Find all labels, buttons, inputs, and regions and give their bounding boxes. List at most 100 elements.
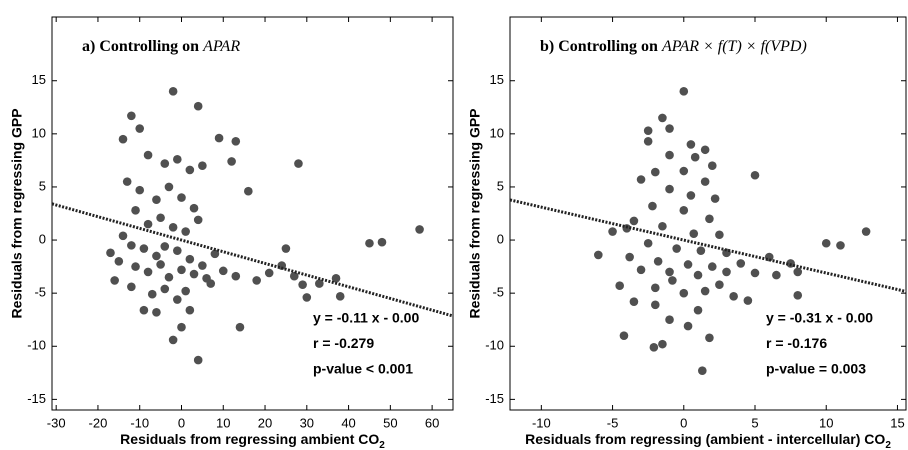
point: [650, 283, 660, 293]
x-label-sub: 2: [379, 440, 385, 450]
point: [693, 270, 703, 280]
point: [636, 265, 646, 275]
point: [365, 238, 374, 248]
point: [164, 182, 174, 192]
point: [335, 292, 345, 301]
point: [127, 282, 136, 292]
x-label-sub: 2: [885, 440, 891, 450]
point: [700, 145, 710, 155]
point: [650, 300, 660, 310]
x-tick-label: 40: [341, 415, 355, 430]
point: [164, 272, 174, 282]
point: [665, 184, 674, 194]
x-axis-label: Residuals from regressing (ambient - int…: [525, 431, 891, 450]
point: [710, 194, 720, 203]
point: [707, 262, 717, 271]
point: [679, 166, 689, 176]
annotation: p-value < 0.001: [313, 361, 413, 377]
panel-title: a) Controlling on APAR: [82, 38, 240, 55]
point: [281, 244, 291, 253]
point: [683, 260, 693, 269]
point: [643, 238, 653, 248]
point: [658, 221, 667, 231]
point: [700, 177, 710, 186]
y-tick-label: -5: [492, 285, 504, 300]
point: [235, 322, 245, 332]
point: [729, 292, 738, 301]
point: [679, 288, 689, 298]
annotation: p-value = 0.003: [766, 361, 866, 377]
y-tick-label: -5: [34, 285, 46, 300]
point: [658, 339, 667, 349]
point: [705, 214, 714, 224]
point: [658, 113, 667, 123]
y-tick-label: 0: [497, 231, 504, 246]
point: [619, 331, 629, 340]
point: [177, 193, 186, 202]
point: [653, 256, 663, 266]
point: [636, 175, 646, 184]
point: [315, 279, 324, 288]
point: [736, 259, 746, 268]
y-tick-label: 10: [32, 125, 46, 140]
point: [147, 289, 157, 299]
point: [181, 286, 190, 296]
point: [152, 307, 161, 317]
title-math: APAR: [202, 38, 240, 55]
point: [690, 152, 700, 162]
point: [185, 254, 195, 264]
y-axis-label: Residuals from regressing GPP: [467, 108, 483, 318]
plot-area: [509, 16, 907, 411]
point: [643, 136, 653, 146]
point: [722, 267, 731, 277]
annotation: y = -0.11 x - 0.00: [313, 310, 419, 326]
point: [772, 270, 781, 280]
point: [650, 167, 660, 177]
point: [160, 284, 170, 294]
title-math: APAR × f(T) × f(VPD): [661, 38, 807, 55]
point: [793, 267, 803, 277]
x-tick-label: 20: [258, 415, 272, 430]
point: [608, 227, 617, 236]
point: [106, 248, 115, 258]
point: [206, 279, 216, 288]
point: [173, 246, 182, 255]
point: [861, 227, 871, 236]
point: [160, 159, 170, 168]
x-tick-label: -5: [607, 415, 619, 430]
panel-title: b) Controlling on APAR × f(T) × f(VPD): [540, 38, 807, 55]
point: [189, 269, 199, 279]
point: [152, 251, 161, 261]
y-tick-label: 15: [32, 72, 46, 87]
point: [131, 262, 140, 271]
point: [173, 295, 182, 304]
x-tick-label: -20: [89, 415, 108, 430]
point: [185, 305, 195, 315]
point: [686, 140, 696, 149]
point: [198, 261, 207, 270]
point: [118, 134, 128, 144]
x-tick-label: 0: [680, 415, 687, 430]
point: [743, 296, 753, 305]
point: [686, 191, 696, 200]
point: [649, 343, 659, 352]
y-tick-label: 5: [497, 178, 504, 193]
point: [193, 215, 203, 225]
point: [189, 203, 199, 213]
y-tick-label: -10: [27, 338, 46, 353]
x-tick-label: 60: [425, 415, 439, 430]
point: [168, 87, 178, 96]
point: [821, 238, 831, 248]
plot-area: [51, 16, 454, 411]
point: [679, 87, 689, 96]
y-tick-label: 5: [39, 178, 46, 193]
point: [110, 276, 119, 285]
point: [648, 201, 657, 211]
point: [705, 333, 714, 343]
point: [127, 111, 136, 121]
point: [143, 219, 153, 229]
point: [177, 265, 186, 275]
point: [294, 159, 303, 168]
x-label-text: Residuals from regressing (ambient - int…: [525, 431, 885, 447]
